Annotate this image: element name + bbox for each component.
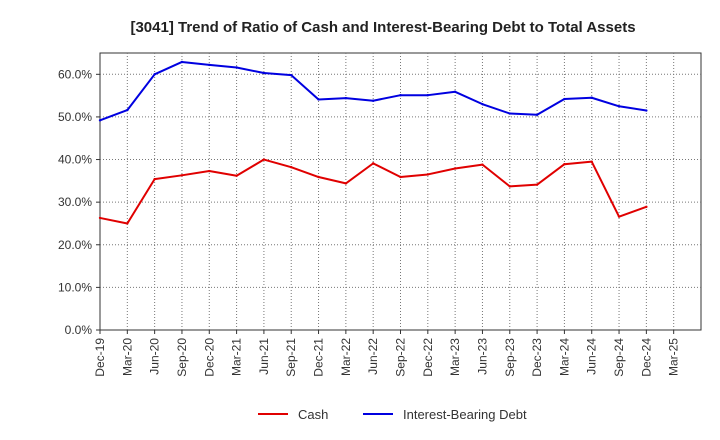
x-tick-label: Dec-20 (202, 338, 216, 377)
data-point (426, 93, 430, 97)
data-point (481, 102, 484, 106)
data-point (481, 163, 484, 166)
data-point (645, 109, 648, 112)
x-tick-label: Jun-20 (148, 338, 162, 375)
data-point (290, 73, 293, 77)
data-point (563, 97, 566, 101)
data-point (262, 158, 266, 161)
data-point (317, 175, 320, 179)
data-point (453, 167, 457, 170)
data-point (235, 174, 238, 177)
data-point (153, 73, 156, 76)
grid (99, 52, 702, 331)
chart-title: [3041] Trend of Ratio of Cash and Intere… (130, 19, 635, 36)
legend-label: Cash (298, 407, 328, 422)
data-point (453, 90, 457, 93)
data-point (563, 163, 566, 166)
data-point (235, 66, 238, 69)
data-point (262, 71, 266, 75)
y-tick-label: 30.0% (58, 195, 92, 209)
data-point (344, 182, 348, 185)
data-point (508, 112, 511, 115)
y-tick-label: 0.0% (65, 323, 93, 337)
x-tick-label: Dec-21 (312, 338, 326, 377)
series (98, 60, 648, 225)
data-point (98, 216, 102, 220)
data-point (399, 175, 402, 179)
y-tick-label: 20.0% (58, 238, 92, 252)
data-point (208, 63, 211, 67)
legend: Cash Interest-Bearing Debt (258, 407, 527, 422)
data-point (535, 113, 539, 116)
x-tick-label: Sep-21 (284, 338, 298, 377)
data-point (317, 98, 320, 101)
y-tick-label: 60.0% (58, 67, 92, 81)
data-point (535, 183, 539, 186)
x-tick-label: Dec-22 (421, 338, 435, 377)
x-tick-label: Jun-23 (475, 338, 489, 375)
y-tick-label: 40.0% (58, 153, 92, 167)
x-tick-label: Jun-22 (366, 338, 380, 375)
data-point (371, 99, 375, 102)
data-point (617, 105, 621, 108)
data-point (590, 160, 593, 163)
data-point (98, 119, 102, 122)
y-tick-label: 50.0% (58, 110, 92, 124)
data-point (426, 173, 430, 176)
data-point (126, 108, 129, 112)
x-tick-label: Sep-20 (175, 338, 189, 377)
data-point (645, 205, 648, 209)
x-tick-label: Mar-24 (557, 338, 571, 376)
x-tick-label: Sep-22 (394, 338, 408, 377)
data-point (180, 174, 184, 177)
x-tick-label: Mar-20 (120, 338, 134, 376)
series-interest-bearing-debt (98, 60, 648, 122)
x-tick-label: Dec-19 (93, 338, 107, 377)
x-tick-label: Dec-23 (530, 338, 544, 377)
data-point (208, 169, 211, 173)
y-tick-label: 10.0% (58, 280, 92, 294)
x-tick-label: Mar-23 (448, 338, 462, 376)
x-tick-label: Jun-24 (585, 338, 599, 375)
data-point (617, 215, 621, 218)
data-point (290, 166, 293, 169)
data-point (153, 177, 156, 181)
data-point (508, 185, 511, 188)
data-point (371, 162, 375, 165)
axes: 0.0% 10.0% 20.0% 30.0% 40.0% 50.0% 60.0% Dec-19… (58, 67, 681, 376)
data-point (399, 93, 402, 97)
x-tick-label: Sep-24 (612, 338, 626, 377)
x-tick-label: Sep-23 (503, 338, 517, 377)
series-cash (98, 158, 648, 225)
data-point (126, 222, 129, 225)
x-tick-label: Mar-25 (667, 338, 681, 376)
x-tick-label: Dec-24 (639, 338, 653, 377)
legend-label: Interest-Bearing Debt (403, 407, 527, 422)
x-tick-label: Mar-22 (339, 338, 353, 376)
x-tick-label: Jun-21 (257, 338, 271, 375)
data-point (590, 96, 593, 99)
data-point (344, 96, 348, 100)
data-point (180, 60, 184, 64)
x-tick-label: Mar-21 (230, 338, 244, 376)
